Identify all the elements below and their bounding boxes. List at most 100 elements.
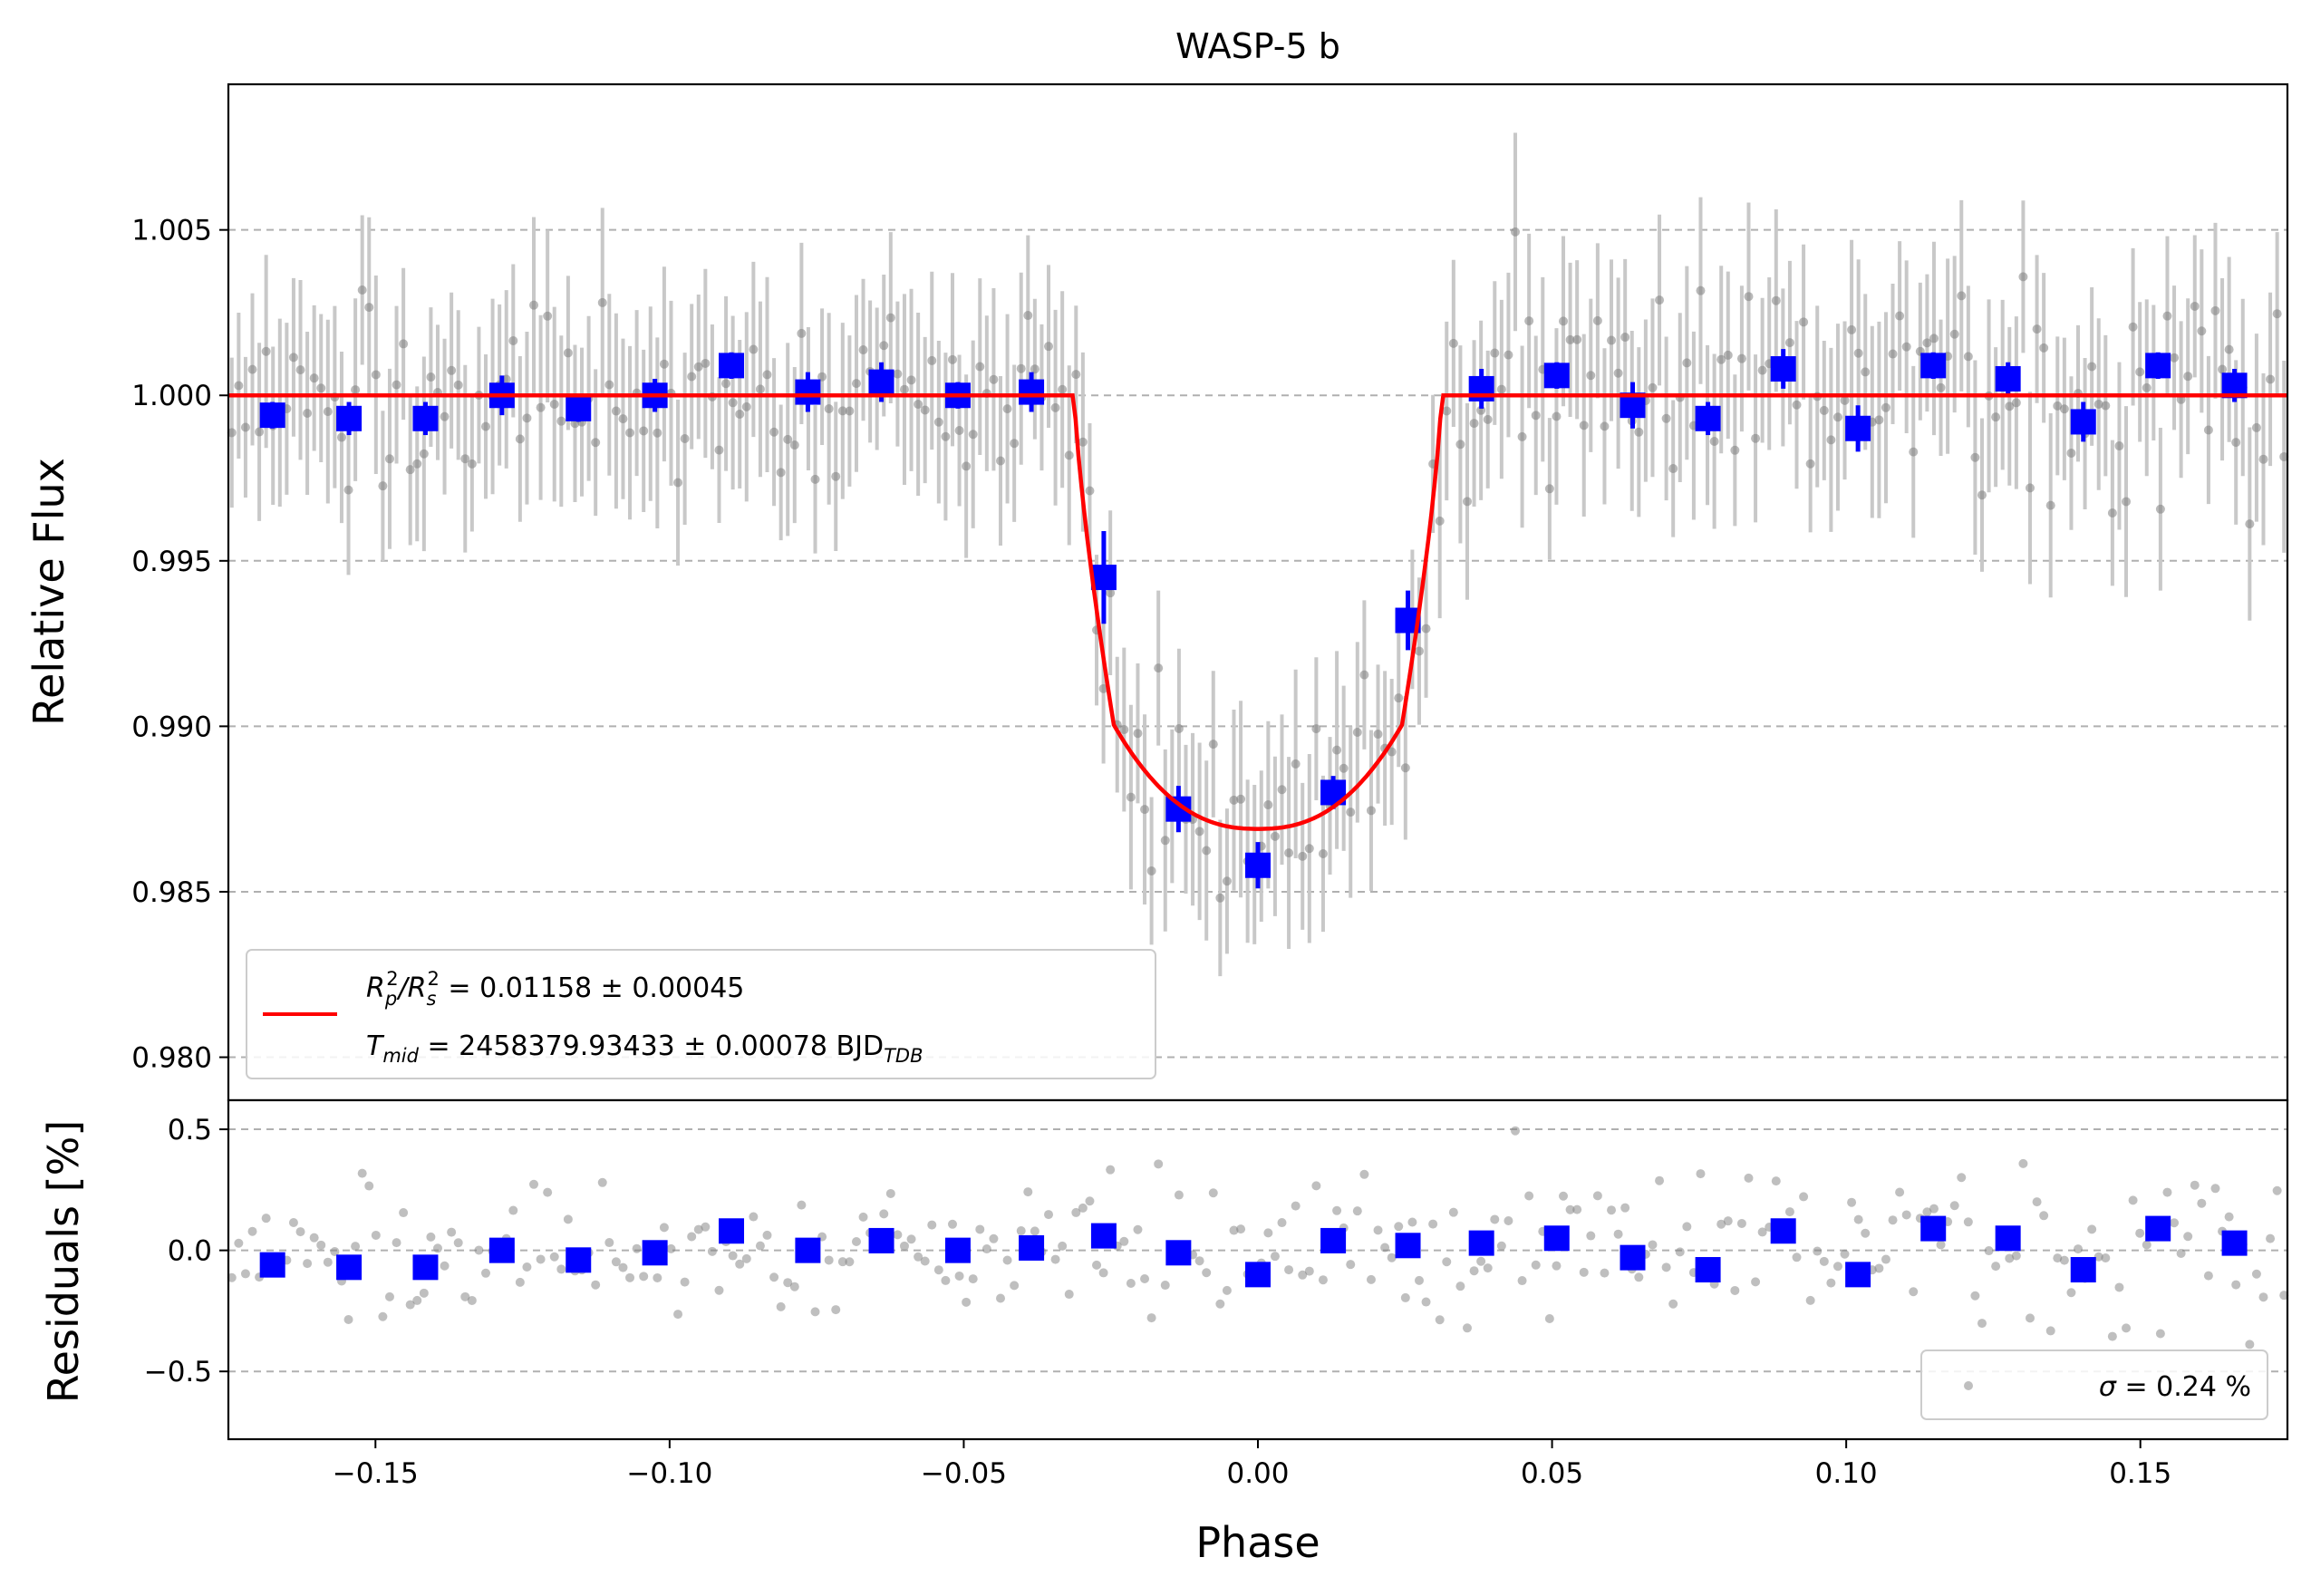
residual-point	[1359, 1169, 1369, 1179]
residual-point	[1511, 1126, 1520, 1136]
raw-point	[1064, 450, 1074, 460]
raw-point	[2142, 382, 2151, 392]
raw-point	[1058, 384, 1068, 394]
x-tick-label: −0.15	[333, 1457, 419, 1490]
legend-sigma-symbol: σ	[2099, 1371, 2117, 1403]
residual-point	[1332, 1205, 1342, 1215]
residual-point	[981, 1244, 991, 1254]
residual-point	[2142, 1240, 2151, 1250]
binned-residual	[1770, 1218, 1796, 1244]
residual-point	[1098, 1268, 1108, 1278]
raw-point	[515, 434, 525, 444]
residual-point	[914, 1252, 923, 1262]
raw-point	[1504, 350, 1513, 360]
raw-point	[1352, 727, 1362, 737]
raw-point	[2155, 504, 2165, 514]
residual-point	[351, 1242, 361, 1252]
raw-point	[1771, 295, 1781, 305]
residual-point	[1819, 1256, 1829, 1266]
raw-point	[914, 400, 923, 410]
raw-point	[1078, 437, 1088, 447]
raw-point	[2197, 326, 2207, 336]
residual-point	[1861, 1228, 1871, 1238]
residual-point	[2231, 1280, 2241, 1290]
residual-point	[1696, 1169, 1706, 1179]
raw-point	[2107, 508, 2117, 518]
residual-point	[1387, 1253, 1397, 1262]
raw-point	[2018, 272, 2028, 282]
residual-point	[783, 1278, 793, 1288]
raw-point	[954, 425, 964, 435]
residual-point	[1400, 1292, 1410, 1302]
residual-point	[563, 1214, 573, 1224]
raw-point	[399, 339, 409, 349]
binned-residual	[944, 1237, 971, 1263]
binned-residual	[1468, 1230, 1494, 1256]
legend-line-rp-rs: Rp2/Rs2 = 0.01158 ± 0.00045	[366, 968, 744, 1010]
residual-point	[2162, 1187, 2172, 1197]
raw-point	[1202, 846, 1212, 856]
residual-point	[1600, 1268, 1610, 1278]
residual-point	[330, 1246, 340, 1256]
residual-point	[1140, 1273, 1150, 1283]
residual-point	[1058, 1241, 1068, 1251]
raw-point	[1490, 348, 1500, 358]
binned-point	[1845, 415, 1871, 441]
bottom-panel: −0.5 0.0 0.5 Residuals [%] σ = 0.24 % −0.1…	[39, 1098, 2289, 1567]
residual-point	[2135, 1228, 2145, 1238]
raw-point	[405, 465, 415, 475]
raw-point	[1751, 433, 1761, 443]
residual-point	[1949, 1201, 1959, 1211]
raw-point	[1366, 806, 1376, 816]
raw-point	[1318, 849, 1328, 859]
raw-point	[1929, 334, 1939, 343]
residual-point	[1428, 1219, 1438, 1229]
raw-point	[1544, 484, 1554, 494]
bottom-y-tick-label: −0.5	[144, 1356, 212, 1388]
raw-point	[604, 380, 614, 390]
residual-point	[680, 1277, 690, 1287]
raw-point	[1194, 827, 1204, 837]
binned-point	[1695, 405, 1721, 431]
residual-point	[1757, 1227, 1767, 1237]
residual-point	[1174, 1190, 1184, 1200]
raw-point	[1949, 329, 1959, 339]
raw-point	[1744, 292, 1754, 302]
residual-point	[1805, 1295, 1815, 1305]
residual-point	[701, 1222, 711, 1232]
raw-point	[858, 345, 868, 355]
raw-point	[1592, 315, 1602, 325]
raw-point	[1023, 311, 1033, 321]
raw-point	[1435, 516, 1445, 526]
binned-point	[868, 369, 894, 395]
residual-point	[1826, 1278, 1836, 1288]
raw-point	[563, 348, 573, 358]
raw-point	[899, 384, 909, 394]
residual-point	[755, 1241, 765, 1251]
raw-point	[261, 346, 271, 356]
residual-point	[2190, 1180, 2200, 1190]
residual-point	[1229, 1225, 1239, 1235]
raw-point	[673, 478, 683, 488]
residual-point	[481, 1268, 490, 1278]
raw-point	[1716, 354, 1726, 364]
raw-point	[947, 354, 957, 364]
residual-point	[323, 1257, 333, 1267]
residual-point	[460, 1291, 470, 1301]
residual-point	[769, 1272, 779, 1282]
binned-point	[336, 405, 363, 431]
raw-point	[989, 374, 999, 384]
binned-point	[1770, 356, 1796, 382]
raw-point	[447, 365, 457, 375]
raw-point	[1483, 414, 1493, 424]
residual-point	[1832, 1262, 1842, 1272]
raw-point	[556, 416, 566, 426]
residual-point	[1010, 1281, 1020, 1291]
raw-point	[1853, 348, 1863, 358]
raw-point	[1133, 729, 1143, 739]
binned-residual	[1019, 1234, 1045, 1261]
raw-point	[2231, 438, 2241, 448]
residual-point	[1298, 1270, 1308, 1280]
residual-point	[378, 1311, 388, 1321]
